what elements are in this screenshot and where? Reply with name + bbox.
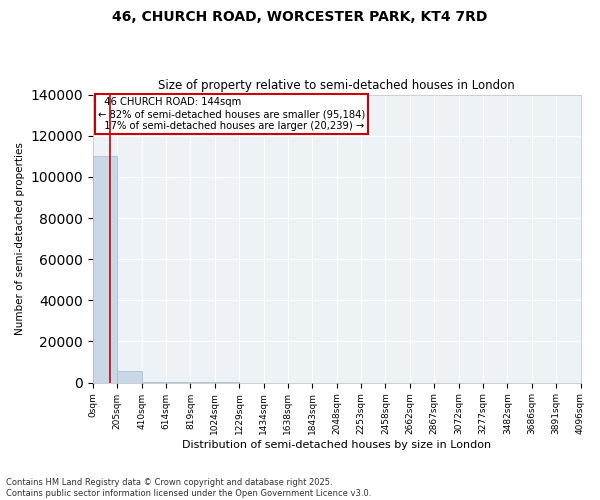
X-axis label: Distribution of semi-detached houses by size in London: Distribution of semi-detached houses by … [182, 440, 491, 450]
Bar [93, 156, 117, 382]
Text: Contains HM Land Registry data © Crown copyright and database right 2025.
Contai: Contains HM Land Registry data © Crown c… [6, 478, 371, 498]
Title: Size of property relative to semi-detached houses in London: Size of property relative to semi-detach… [158, 79, 515, 92]
Y-axis label: Number of semi-detached properties: Number of semi-detached properties [15, 142, 25, 335]
Bar [117, 372, 142, 382]
Text: 46 CHURCH ROAD: 144sqm
← 82% of semi-detached houses are smaller (95,184)
  17% : 46 CHURCH ROAD: 144sqm ← 82% of semi-det… [98, 98, 365, 130]
Text: 46, CHURCH ROAD, WORCESTER PARK, KT4 7RD: 46, CHURCH ROAD, WORCESTER PARK, KT4 7RD [112, 10, 488, 24]
